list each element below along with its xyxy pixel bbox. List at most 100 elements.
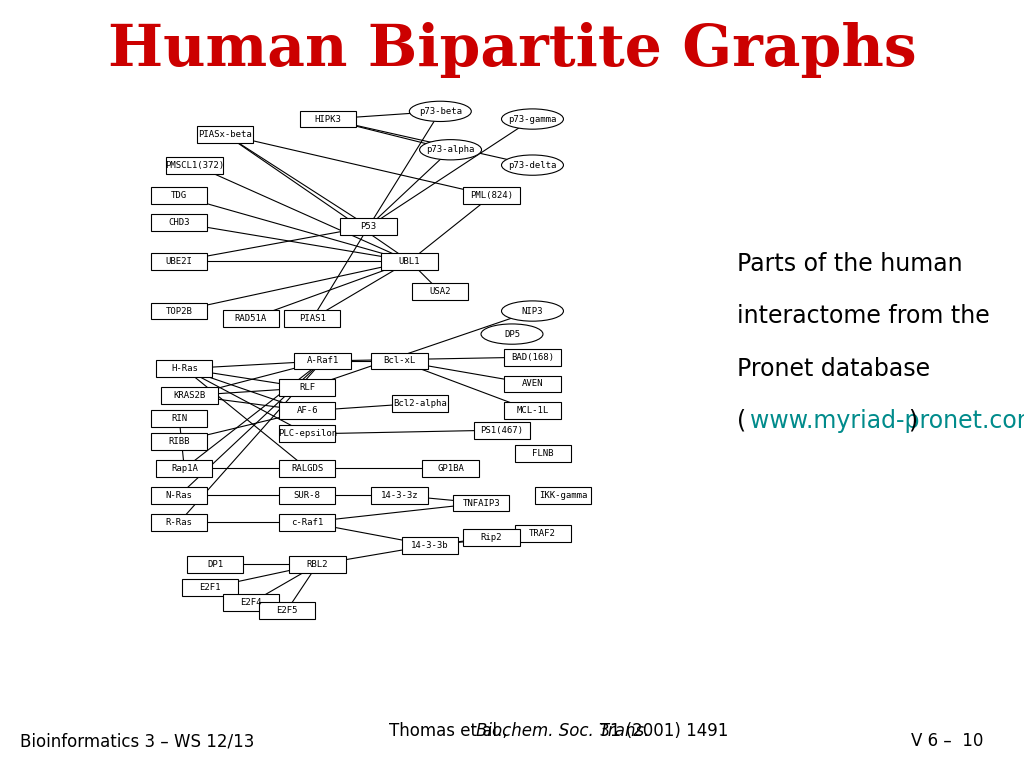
Text: A-Raf1: A-Raf1: [306, 356, 339, 366]
Text: Rap1A: Rap1A: [171, 464, 198, 473]
Text: Pronet database: Pronet database: [737, 356, 931, 381]
Text: GP1BA: GP1BA: [437, 464, 464, 473]
Text: RAD51A: RAD51A: [234, 314, 267, 323]
FancyBboxPatch shape: [152, 303, 207, 319]
FancyBboxPatch shape: [152, 487, 207, 504]
FancyBboxPatch shape: [504, 402, 561, 419]
FancyBboxPatch shape: [284, 310, 340, 327]
FancyBboxPatch shape: [473, 422, 530, 439]
Text: UBE2I: UBE2I: [166, 257, 193, 266]
Ellipse shape: [502, 109, 563, 129]
FancyBboxPatch shape: [279, 514, 335, 531]
Text: PIASx-beta: PIASx-beta: [199, 130, 252, 139]
Text: H-Ras: H-Ras: [171, 364, 198, 373]
FancyBboxPatch shape: [515, 445, 571, 462]
Text: E2F4: E2F4: [241, 598, 261, 607]
FancyBboxPatch shape: [340, 218, 396, 235]
FancyBboxPatch shape: [279, 379, 335, 396]
Text: CHD3: CHD3: [169, 218, 189, 227]
FancyBboxPatch shape: [371, 353, 428, 369]
Text: PMSCL1(372): PMSCL1(372): [165, 161, 224, 170]
Text: Bcl2-alpha: Bcl2-alpha: [393, 399, 446, 408]
FancyBboxPatch shape: [504, 376, 561, 392]
Ellipse shape: [410, 101, 471, 121]
FancyBboxPatch shape: [299, 111, 356, 127]
Text: PLC-epsilon: PLC-epsilon: [278, 429, 337, 439]
Text: 31 (2001) 1491: 31 (2001) 1491: [594, 722, 728, 740]
FancyBboxPatch shape: [463, 529, 519, 546]
FancyBboxPatch shape: [223, 310, 279, 327]
Text: DP1: DP1: [207, 560, 223, 569]
FancyBboxPatch shape: [152, 214, 207, 231]
Text: PIAS1: PIAS1: [299, 314, 326, 323]
Text: USA2: USA2: [430, 287, 451, 296]
FancyBboxPatch shape: [536, 487, 592, 504]
Text: 14-3-3z: 14-3-3z: [381, 491, 418, 500]
FancyBboxPatch shape: [156, 360, 213, 377]
Text: N-Ras: N-Ras: [166, 491, 193, 500]
FancyBboxPatch shape: [279, 487, 335, 504]
Text: HIPK3: HIPK3: [314, 114, 341, 124]
Text: 14-3-3b: 14-3-3b: [412, 541, 449, 550]
Text: DP5: DP5: [504, 329, 520, 339]
FancyBboxPatch shape: [463, 187, 519, 204]
FancyBboxPatch shape: [258, 602, 315, 619]
Text: p73-delta: p73-delta: [508, 161, 557, 170]
Text: RIBB: RIBB: [169, 437, 189, 446]
FancyBboxPatch shape: [186, 556, 244, 573]
FancyBboxPatch shape: [279, 460, 335, 477]
FancyBboxPatch shape: [422, 460, 478, 477]
Text: V 6 –  10: V 6 – 10: [910, 732, 983, 750]
Text: E2F1: E2F1: [200, 583, 220, 592]
FancyBboxPatch shape: [515, 525, 571, 542]
FancyBboxPatch shape: [289, 556, 345, 573]
FancyBboxPatch shape: [295, 353, 350, 369]
Text: RIN: RIN: [171, 414, 187, 423]
Text: p73-gamma: p73-gamma: [508, 114, 557, 124]
Text: FLNB: FLNB: [532, 449, 553, 458]
Text: P53: P53: [360, 222, 377, 231]
Text: TOP2B: TOP2B: [166, 306, 193, 316]
Ellipse shape: [502, 301, 563, 321]
Ellipse shape: [481, 324, 543, 344]
Text: IKK-gamma: IKK-gamma: [539, 491, 588, 500]
FancyBboxPatch shape: [401, 537, 458, 554]
Text: interactome from the: interactome from the: [737, 304, 990, 329]
FancyBboxPatch shape: [197, 126, 254, 143]
Text: Parts of the human: Parts of the human: [737, 252, 963, 276]
FancyBboxPatch shape: [412, 283, 468, 300]
Text: TDG: TDG: [171, 191, 187, 200]
Text: PML(824): PML(824): [470, 191, 513, 200]
Text: BAD(168): BAD(168): [511, 353, 554, 362]
Text: SUR-8: SUR-8: [294, 491, 321, 500]
FancyBboxPatch shape: [182, 579, 238, 596]
Ellipse shape: [502, 155, 563, 175]
FancyBboxPatch shape: [371, 487, 428, 504]
Text: www.myriad-pronet.com: www.myriad-pronet.com: [750, 409, 1024, 433]
Text: AF-6: AF-6: [297, 406, 317, 415]
Text: p73-beta: p73-beta: [419, 107, 462, 116]
Text: c-Raf1: c-Raf1: [291, 518, 324, 527]
Text: TRAF2: TRAF2: [529, 529, 556, 538]
Text: TNFAIP3: TNFAIP3: [463, 498, 500, 508]
FancyBboxPatch shape: [279, 402, 335, 419]
FancyBboxPatch shape: [453, 495, 509, 511]
Text: RALGDS: RALGDS: [291, 464, 324, 473]
FancyBboxPatch shape: [223, 594, 279, 611]
FancyBboxPatch shape: [162, 387, 217, 404]
FancyBboxPatch shape: [156, 460, 213, 477]
Text: ): ): [908, 409, 918, 433]
Text: UBL1: UBL1: [399, 257, 420, 266]
Text: p73-alpha: p73-alpha: [426, 145, 475, 154]
Text: MCL-1L: MCL-1L: [516, 406, 549, 415]
FancyBboxPatch shape: [279, 425, 335, 442]
FancyBboxPatch shape: [504, 349, 561, 366]
Text: Bioinformatics 3 – WS 12/13: Bioinformatics 3 – WS 12/13: [20, 732, 255, 750]
FancyBboxPatch shape: [166, 157, 223, 174]
Text: KRAS2B: KRAS2B: [173, 391, 206, 400]
FancyBboxPatch shape: [391, 395, 447, 412]
Text: AVEN: AVEN: [522, 379, 543, 389]
Text: Rip2: Rip2: [481, 533, 502, 542]
Ellipse shape: [420, 140, 481, 160]
Text: Biochem. Soc. Trans.: Biochem. Soc. Trans.: [476, 722, 649, 740]
